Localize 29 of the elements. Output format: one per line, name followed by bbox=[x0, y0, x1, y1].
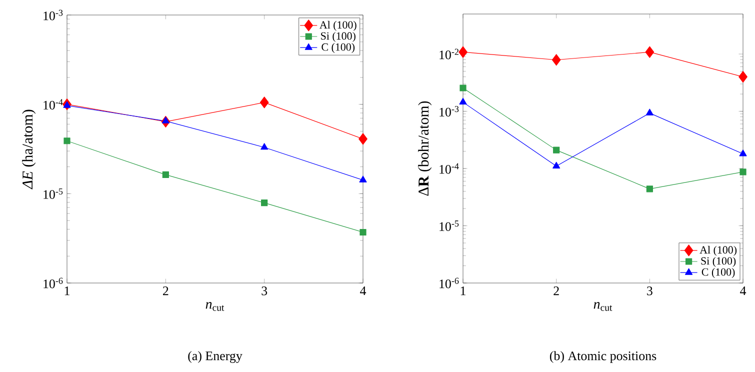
legend-label: Si (100) bbox=[701, 256, 736, 267]
y-tick-label: 10$^{-6}$ bbox=[440, 278, 459, 288]
legend-label: Al (100) bbox=[700, 246, 737, 256]
legend-label: C (100) bbox=[322, 43, 355, 53]
y-tick-label: 10$^{-3}$ bbox=[440, 106, 459, 116]
y-tick-label: 10$^{-5}$ bbox=[440, 220, 459, 231]
text: (b) Atomic positions bbox=[550, 351, 656, 363]
legend-label: Al (100) bbox=[320, 20, 356, 31]
legend-label: C (100) bbox=[702, 268, 735, 278]
y-tick-label: 10$^{-3}$ bbox=[44, 10, 63, 20]
x-tick-label: 1 bbox=[64, 286, 70, 296]
x-tick-label: 3 bbox=[262, 286, 268, 296]
x-tick-label: 2 bbox=[162, 286, 168, 296]
y-tick-label: 10$^{-4}$ bbox=[44, 99, 63, 110]
legend-label: Si (100) bbox=[321, 32, 356, 42]
x-axis-title: n$_{cut}$ bbox=[594, 302, 612, 311]
x-tick-label: 2 bbox=[554, 286, 559, 296]
x-axis-title: n$_{cut}$ bbox=[206, 302, 224, 311]
x-tick-label: 3 bbox=[647, 286, 652, 296]
x-tick-label: 4 bbox=[360, 286, 366, 296]
y-tick-label: 10$^{-5}$ bbox=[44, 188, 63, 199]
y-axis-title: ΔE (ha/atom) bbox=[22, 110, 36, 190]
y-axis-title: ΔR (bohr/atom) bbox=[418, 101, 432, 196]
y-tick-label: 10$^{-2}$ bbox=[440, 48, 458, 60]
y-tick-label: 10$^{-4}$ bbox=[440, 163, 459, 174]
y-tick-label: 10$^{-6}$ bbox=[44, 278, 63, 288]
x-tick-label: 4 bbox=[740, 286, 746, 296]
text: (a) Energy bbox=[188, 351, 242, 363]
x-tick-label: 1 bbox=[460, 286, 466, 296]
